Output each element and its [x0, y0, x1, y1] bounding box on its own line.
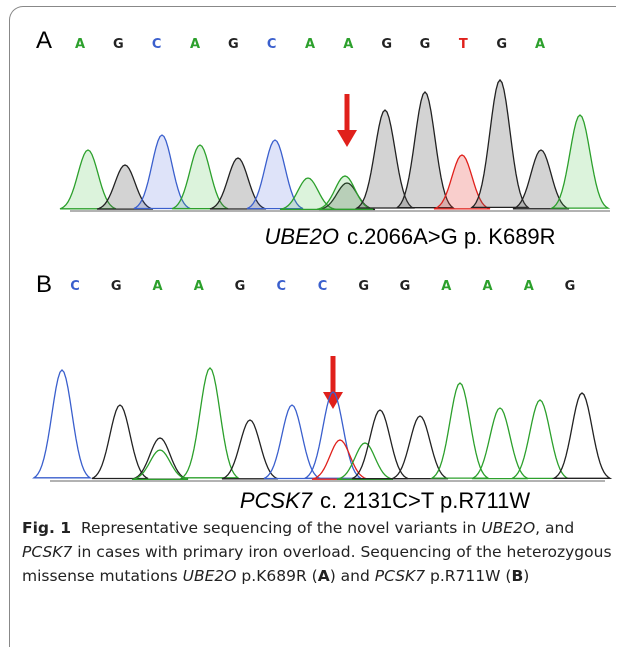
- trace-peak: [182, 368, 238, 478]
- arrow: [337, 94, 357, 147]
- caption-text: ): [523, 567, 529, 585]
- base-call: A: [343, 37, 353, 52]
- caption-text: A: [318, 567, 330, 585]
- panel-label: A: [36, 27, 52, 54]
- caption-text: p.K689R (: [237, 567, 318, 585]
- base-call: T: [459, 37, 468, 52]
- figure-caption: Fig. 1 Representative sequencing of the …: [22, 516, 612, 588]
- base-call: G: [113, 37, 124, 52]
- trace-peak: [512, 400, 568, 478]
- base-call: A: [305, 37, 315, 52]
- base-call: A: [194, 279, 204, 294]
- trace-peak: [132, 450, 188, 479]
- trace-peak: [34, 370, 90, 478]
- base-call: A: [75, 37, 85, 52]
- gene: PCSK7: [240, 488, 313, 513]
- trace-peak: [222, 420, 278, 479]
- base-call: G: [228, 37, 239, 52]
- base-call: C: [152, 37, 162, 52]
- base-call: G: [496, 37, 507, 52]
- base-call: G: [400, 279, 411, 294]
- caption-text: PCSK7: [22, 543, 72, 561]
- chromatograms: A B UBE2O c.2066A>G p. K689R PCSK7 c. 2131…: [0, 0, 625, 515]
- trace-peak: [554, 393, 610, 478]
- trace-peak: [337, 443, 393, 479]
- variant-caption: PCSK7 c. 2131C>T p.R711W: [240, 488, 531, 513]
- base-call: C: [70, 279, 80, 294]
- trace-peak: [132, 438, 188, 479]
- trace-peak: [92, 405, 148, 479]
- base-call: A: [535, 37, 545, 52]
- caption-text: B: [511, 567, 523, 585]
- base-call: G: [565, 279, 576, 294]
- base-call: G: [358, 279, 369, 294]
- base-call: G: [420, 37, 431, 52]
- figure: A B UBE2O c.2066A>G p. K689R PCSK7 c. 2131…: [0, 0, 625, 630]
- variant: c.2066A>G p. K689R: [347, 224, 556, 249]
- trace-peak: [432, 383, 488, 478]
- caption-label: Fig. 1: [22, 519, 71, 537]
- variant: c. 2131C>T p.R711W: [320, 488, 530, 513]
- gene: UBE2O: [264, 224, 339, 249]
- caption-text: UBE2O: [183, 567, 237, 585]
- base-call: C: [318, 279, 328, 294]
- panel-label: B: [36, 271, 52, 298]
- caption-text: , and: [535, 519, 574, 537]
- base-call: A: [152, 279, 162, 294]
- trace-peak: [312, 440, 368, 479]
- arrow: [323, 356, 343, 409]
- base-call: A: [441, 279, 451, 294]
- base-call: A: [482, 279, 492, 294]
- trace-peak: [472, 80, 528, 207]
- variant-caption: UBE2O c.2066A>G p. K689R: [264, 224, 555, 249]
- base-call: A: [190, 37, 200, 52]
- caption-text: ) and: [330, 567, 375, 585]
- trace-peak: [552, 115, 608, 208]
- base-call: G: [381, 37, 392, 52]
- base-call: C: [267, 37, 277, 52]
- base-call: G: [111, 279, 122, 294]
- caption-text: PCSK7: [375, 567, 425, 585]
- trace-peak: [397, 92, 453, 208]
- caption-text: Representative sequencing of the novel v…: [81, 519, 481, 537]
- base-call: C: [276, 279, 286, 294]
- base-call: G: [235, 279, 246, 294]
- trace-peak: [264, 405, 320, 479]
- trace-peak: [472, 408, 528, 479]
- caption-text: p.R711W (: [425, 567, 511, 585]
- base-call: A: [524, 279, 534, 294]
- caption-text: UBE2O: [481, 519, 535, 537]
